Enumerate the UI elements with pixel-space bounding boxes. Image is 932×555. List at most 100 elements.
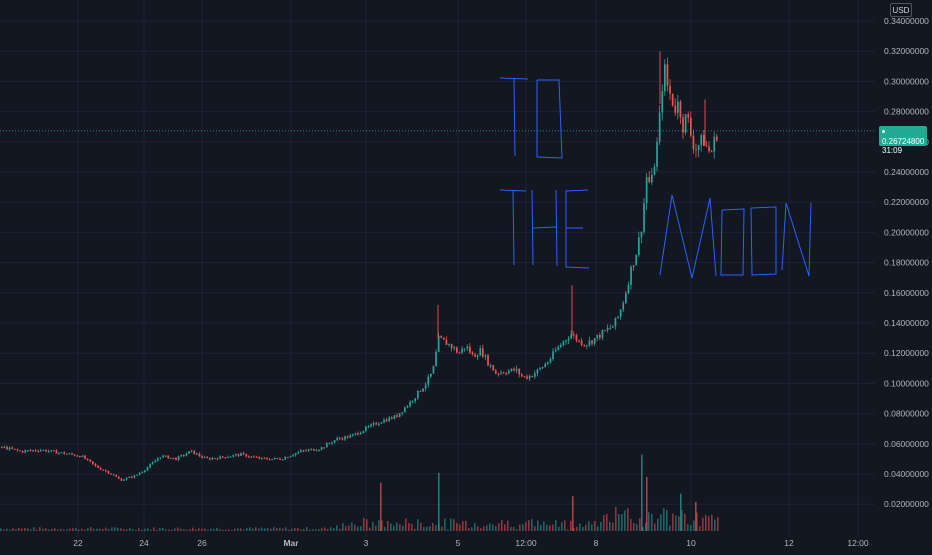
candle-body — [250, 456, 253, 458]
candle-body — [601, 330, 604, 338]
volume-bar — [555, 520, 557, 531]
candle-body — [362, 431, 365, 433]
volume-bar — [432, 523, 434, 531]
candle-body — [484, 355, 487, 357]
candle-body — [292, 455, 294, 457]
volume-bar — [126, 529, 128, 531]
y-tick-label: 0.04000000 — [884, 469, 929, 479]
volume-bar — [549, 525, 551, 531]
candle-body — [583, 345, 586, 347]
candle-body — [401, 412, 404, 414]
candle-body — [466, 346, 469, 349]
volume-bar — [231, 529, 233, 531]
candle-body — [508, 370, 510, 374]
candle-body — [357, 433, 359, 435]
volume-bar — [594, 520, 596, 531]
candle-body — [469, 346, 471, 353]
candle-body — [346, 436, 349, 438]
candle-body — [27, 450, 29, 452]
y-tick-label: 0.02000000 — [884, 499, 929, 509]
candle-body — [609, 327, 612, 329]
volume-bar — [330, 527, 332, 531]
candle-body — [40, 450, 42, 452]
volume-bar — [105, 527, 107, 531]
candle-body — [596, 334, 599, 339]
candle-body — [502, 372, 505, 374]
candle-body — [534, 373, 536, 377]
y-tick-label: 0.10000000 — [884, 378, 929, 388]
volume-bar — [636, 524, 638, 531]
volume-bar — [354, 524, 356, 531]
candle-body — [162, 455, 164, 458]
candle-body — [365, 426, 367, 432]
volume-bar — [393, 525, 395, 531]
volume-bar — [303, 529, 305, 531]
volume-bar — [168, 529, 170, 531]
volume-bar — [213, 528, 215, 531]
candle-body — [674, 105, 677, 113]
candle-body — [458, 352, 461, 354]
volume-bar — [6, 528, 8, 531]
candle-body — [489, 365, 492, 367]
candle-body — [203, 457, 206, 459]
candle-body — [648, 177, 651, 183]
volume-bar — [366, 519, 368, 531]
volume-bar — [93, 528, 95, 531]
volume-bar — [240, 528, 242, 531]
candle-body — [476, 355, 479, 357]
volume-bar — [336, 525, 338, 531]
candle-body — [333, 440, 336, 443]
volume-bar — [648, 512, 650, 531]
y-tick-label: 0.30000000 — [884, 76, 929, 86]
candle-body — [315, 450, 318, 452]
volume-bar — [327, 528, 329, 531]
candle-body — [196, 453, 198, 455]
candle-body — [255, 456, 258, 458]
volume-bar — [705, 514, 707, 531]
annotation-stroke — [513, 78, 516, 157]
candle-body — [281, 459, 284, 461]
volume-bar — [153, 527, 155, 531]
candle-body — [445, 339, 448, 346]
candle-body — [136, 474, 138, 476]
volume-bar — [639, 518, 641, 531]
volume-bar — [435, 525, 437, 531]
volume-bar — [615, 507, 617, 531]
candle-body — [237, 454, 240, 456]
volume-bar — [288, 529, 290, 531]
volume-bar — [150, 529, 152, 531]
candle-body — [513, 368, 515, 371]
x-tick-label: 8 — [594, 538, 599, 548]
candle-body — [276, 458, 279, 460]
candle-body — [349, 435, 352, 438]
candle-body — [50, 450, 53, 452]
candle-body — [227, 457, 229, 459]
candle-body — [414, 398, 417, 402]
candle-body — [575, 335, 578, 341]
volume-bar — [24, 527, 26, 531]
volume-bar — [573, 528, 575, 531]
candle-body — [687, 114, 690, 118]
candle-body — [437, 336, 440, 352]
volume-bar — [198, 528, 200, 531]
volume-bar — [246, 528, 248, 531]
x-tick-label: 24 — [139, 538, 149, 548]
candle-body — [224, 457, 227, 459]
volume-bar — [516, 529, 518, 531]
candle-body — [125, 477, 128, 480]
candle-body — [417, 390, 419, 399]
volume-bar — [279, 527, 281, 531]
volume-bar — [351, 522, 353, 531]
candle-body — [146, 467, 149, 471]
volume-bar — [210, 528, 212, 531]
candle-body — [708, 146, 710, 152]
currency-badge[interactable]: USD — [890, 3, 912, 17]
volume-bar — [387, 521, 389, 531]
candle-body — [14, 448, 16, 450]
volume-bar — [33, 527, 35, 531]
candle-body — [1, 446, 3, 448]
volume-bar — [687, 524, 689, 531]
candle-body — [60, 452, 63, 454]
